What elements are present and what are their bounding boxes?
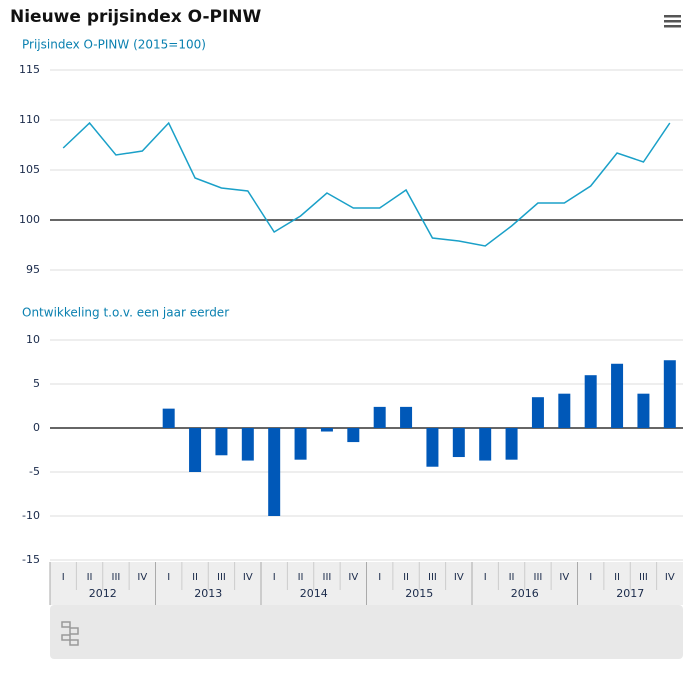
bar [558, 393, 571, 428]
bar [347, 428, 360, 443]
y-tick-label: 95 [26, 263, 40, 276]
year-label: 2017 [616, 587, 644, 600]
x-tick-label: III [428, 572, 437, 583]
bar [400, 406, 413, 428]
y-tick-label: 10 [26, 333, 40, 346]
year-label: 2015 [405, 587, 433, 600]
x-tick-label: IV [454, 572, 464, 583]
year-label: 2013 [194, 587, 222, 600]
bar [663, 360, 676, 428]
menu-button[interactable] [660, 10, 684, 30]
bar [452, 428, 465, 458]
x-tick-label: II [298, 572, 304, 583]
line [62, 121, 671, 247]
x-tick-label: I [273, 572, 276, 583]
bar [373, 406, 386, 428]
bar [505, 428, 518, 460]
x-tick-label: I [62, 572, 65, 583]
page-title: Nieuwe prijsindex O-PINW [10, 7, 262, 27]
bar [268, 428, 281, 516]
bar [426, 428, 439, 467]
y-tick-label: -5 [29, 465, 40, 478]
x-tick-label: II [614, 572, 620, 583]
bar [479, 428, 492, 461]
x-tick-label: IV [137, 572, 147, 583]
bar [611, 363, 624, 428]
x-tick-label: II [403, 572, 409, 583]
year-label: 2014 [300, 587, 328, 600]
y-tick-label: 0 [33, 421, 40, 434]
x-tick-label: I [589, 572, 592, 583]
year-label: 2012 [89, 587, 117, 600]
x-tick-label: IV [665, 572, 675, 583]
bar [294, 428, 307, 460]
bar [320, 428, 333, 432]
chart-subtitle: Prijsindex O-PINW (2015=100) [22, 38, 206, 52]
y-tick-label: 5 [33, 377, 40, 390]
x-tick-label: III [323, 572, 332, 583]
x-tick-label: III [217, 572, 226, 583]
bar [241, 428, 254, 461]
y-tick-label: -10 [22, 509, 40, 522]
bar [531, 397, 544, 428]
y-tick-label: 105 [19, 163, 40, 176]
x-tick-label: IV [559, 572, 569, 583]
x-tick-label: I [167, 572, 170, 583]
logo [61, 621, 79, 646]
x-tick-label: III [534, 572, 543, 583]
year-label: 2016 [511, 587, 539, 600]
x-tick-label: IV [243, 572, 253, 583]
footer [50, 605, 683, 659]
x-tick-label: I [378, 572, 381, 583]
x-tick-label: I [484, 572, 487, 583]
bar [584, 375, 597, 428]
y-tick-label: -15 [22, 553, 40, 566]
x-tick-label: III [639, 572, 648, 583]
x-tick-label: III [112, 572, 121, 583]
y-tick-label: 110 [19, 113, 40, 126]
chart-subtitle: Ontwikkeling t.o.v. een jaar eerder [22, 306, 229, 320]
x-tick-label: II [192, 572, 198, 583]
y-tick-label: 115 [19, 63, 40, 76]
bar [162, 408, 175, 428]
bar [637, 393, 650, 428]
x-tick-label: II [87, 572, 93, 583]
x-tick-label: II [509, 572, 515, 583]
bar [189, 428, 202, 472]
y-tick-label: 100 [19, 213, 40, 226]
x-tick-label: IV [348, 572, 358, 583]
bar [215, 428, 228, 456]
